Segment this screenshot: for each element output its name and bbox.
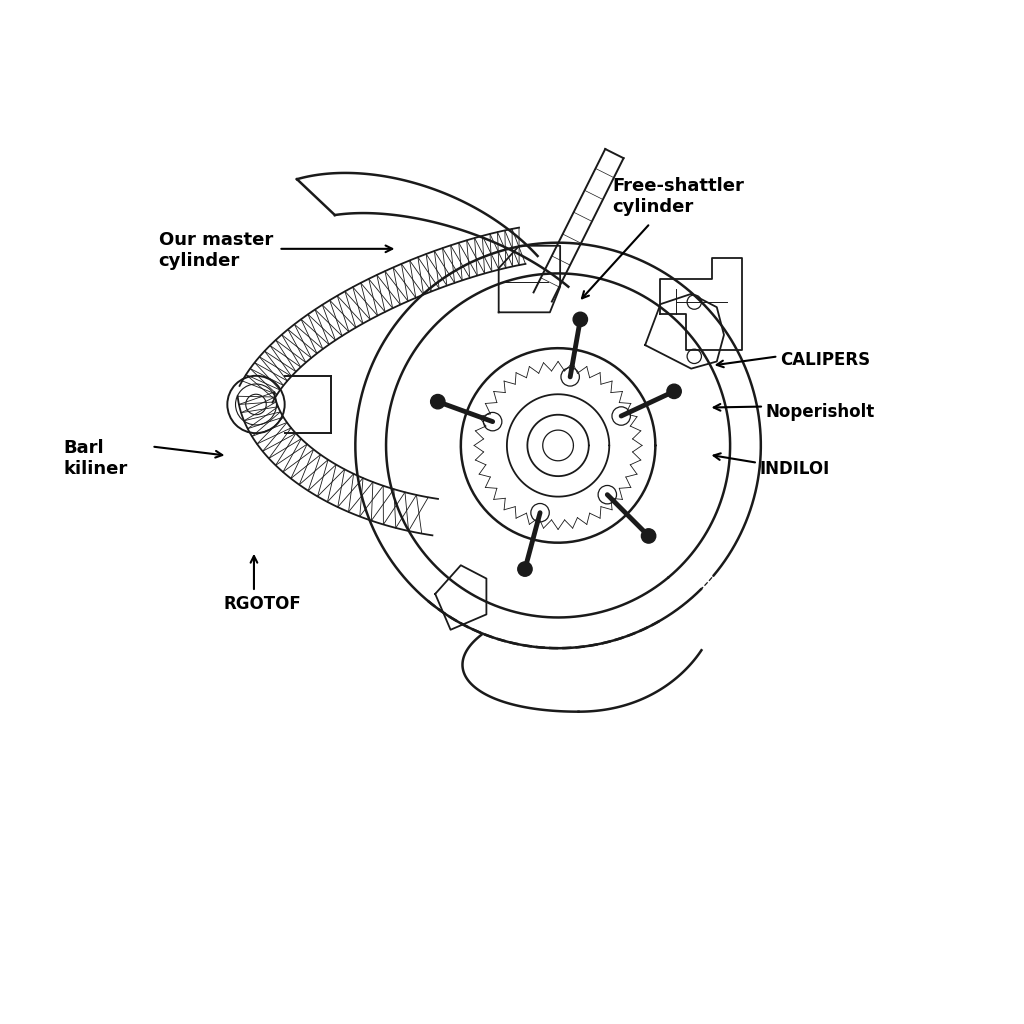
Circle shape: [431, 394, 445, 409]
Circle shape: [227, 376, 285, 433]
Circle shape: [530, 504, 549, 522]
Circle shape: [641, 528, 655, 543]
Text: Free-shattler
cylinder: Free-shattler cylinder: [612, 177, 744, 216]
Circle shape: [518, 562, 532, 577]
Circle shape: [483, 413, 502, 431]
Text: CALIPERS: CALIPERS: [780, 351, 870, 370]
Text: Our master
cylinder: Our master cylinder: [159, 231, 273, 270]
Circle shape: [687, 349, 701, 364]
Text: INDILOI: INDILOI: [760, 460, 830, 478]
Circle shape: [687, 295, 701, 309]
Circle shape: [612, 407, 631, 425]
Text: RGOTOF: RGOTOF: [223, 595, 301, 613]
Circle shape: [667, 384, 681, 398]
Circle shape: [598, 485, 616, 504]
Text: Noperisholt: Noperisholt: [766, 402, 876, 421]
Circle shape: [573, 312, 588, 327]
Circle shape: [561, 368, 580, 386]
Text: Barl
kiliner: Barl kiliner: [63, 439, 128, 478]
